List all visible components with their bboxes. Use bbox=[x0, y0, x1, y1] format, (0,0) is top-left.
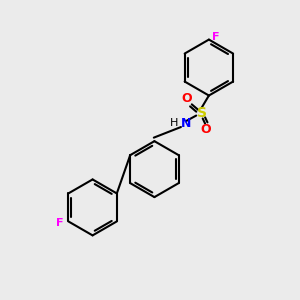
Text: H: H bbox=[169, 118, 178, 128]
Text: O: O bbox=[201, 123, 211, 136]
Text: O: O bbox=[182, 92, 192, 105]
Text: S: S bbox=[196, 106, 206, 120]
Text: N: N bbox=[181, 117, 191, 130]
Text: F: F bbox=[56, 218, 63, 228]
Text: F: F bbox=[212, 32, 220, 42]
